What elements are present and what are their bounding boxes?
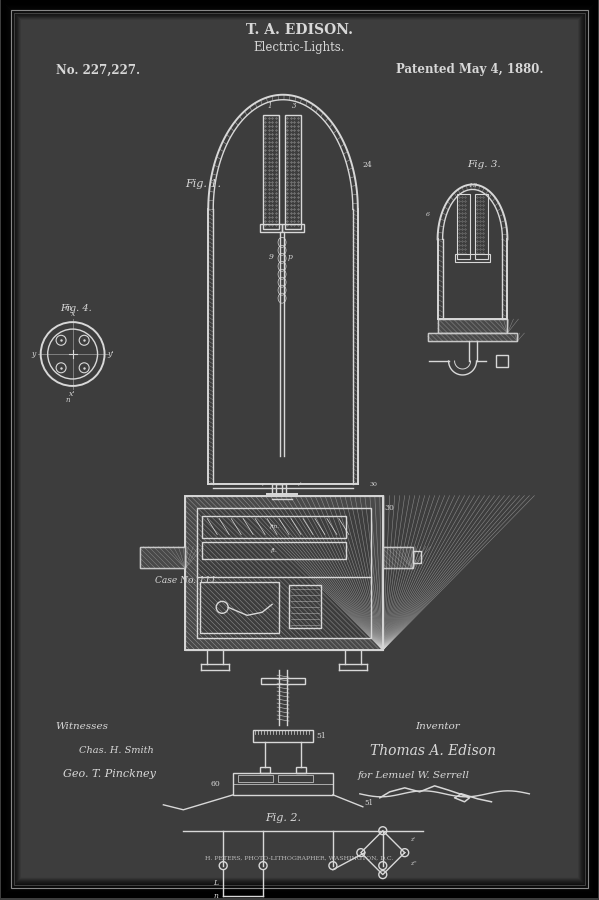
Text: 3: 3	[473, 184, 477, 188]
Text: 30: 30	[370, 482, 378, 487]
Text: Fig. 2.: Fig. 2.	[265, 813, 301, 823]
Bar	[197, 508, 371, 638]
Text: 60: 60	[210, 780, 220, 788]
Text: n: n	[213, 892, 218, 899]
Text: No. 227,227.: No. 227,227.	[56, 63, 140, 76]
Bar	[428, 333, 518, 341]
Bar	[238, 775, 273, 782]
Bar	[185, 496, 383, 650]
Bar	[413, 552, 420, 563]
Bar	[200, 582, 279, 634]
Bar	[457, 194, 470, 259]
Text: 51: 51	[365, 799, 374, 806]
Text: y': y'	[108, 350, 114, 358]
Bar	[282, 224, 304, 232]
Text: fm.: fm.	[269, 524, 279, 529]
Bar	[438, 320, 507, 333]
Bar	[497, 355, 509, 367]
Text: z': z'	[410, 837, 415, 842]
Text: Chas. H. Smith: Chas. H. Smith	[78, 746, 153, 755]
Text: ft.: ft.	[271, 548, 277, 553]
Text: 30: 30	[385, 504, 395, 511]
Text: x': x'	[69, 390, 76, 398]
Text: Geo. T. Pinckney: Geo. T. Pinckney	[63, 769, 156, 778]
Text: n: n	[65, 396, 70, 404]
Text: m: m	[64, 304, 71, 312]
Bar	[276, 483, 286, 493]
Bar	[296, 767, 306, 773]
Bar	[383, 546, 413, 569]
Text: Case No. 111.: Case No. 111.	[155, 576, 219, 585]
Text: L: L	[213, 878, 218, 886]
Bar	[253, 730, 313, 742]
Bar	[260, 767, 270, 773]
Text: Patented May 4, 1880.: Patented May 4, 1880.	[396, 63, 543, 76]
Text: for Lemuel W. Serrell: for Lemuel W. Serrell	[358, 771, 470, 780]
Text: y: y	[32, 350, 36, 358]
Text: 6: 6	[426, 212, 429, 217]
Bar	[260, 224, 282, 232]
Text: r': r'	[298, 482, 302, 487]
Text: 24: 24	[363, 160, 373, 168]
Bar	[475, 194, 488, 259]
Text: Witnesses: Witnesses	[56, 722, 108, 731]
Text: z'': z''	[410, 860, 416, 866]
Bar	[285, 114, 301, 230]
Bar	[263, 114, 279, 230]
Bar	[202, 542, 346, 560]
Text: x: x	[71, 310, 75, 318]
Bar	[202, 516, 346, 537]
Text: 3: 3	[292, 102, 297, 110]
Bar	[289, 585, 321, 628]
Text: 9: 9	[269, 253, 274, 261]
Bar	[233, 773, 333, 795]
Bar	[261, 678, 305, 684]
Bar	[278, 775, 313, 782]
Text: r: r	[261, 482, 264, 487]
Text: Fig. 3.: Fig. 3.	[468, 160, 501, 169]
Bar	[428, 333, 518, 341]
Bar	[272, 483, 282, 493]
Bar	[185, 496, 383, 650]
Text: p: p	[288, 253, 293, 261]
Bar	[438, 320, 507, 333]
Text: Fig. 1.: Fig. 1.	[185, 179, 221, 190]
Bar	[455, 255, 490, 262]
Bar	[140, 546, 185, 569]
Bar	[383, 546, 413, 569]
Text: H. PETERS, PHOTO-LITHOGRAPHER, WASHINGTON, D.C.: H. PETERS, PHOTO-LITHOGRAPHER, WASHINGTO…	[205, 855, 394, 860]
Text: T. A. EDISON.: T. A. EDISON.	[246, 22, 353, 37]
Text: 1: 1	[268, 102, 273, 110]
Text: 51: 51	[316, 732, 326, 740]
Bar	[140, 546, 185, 569]
Text: Thomas A. Edison: Thomas A. Edison	[370, 744, 496, 758]
Text: Inventor: Inventor	[415, 722, 459, 731]
Text: Fig. 4.: Fig. 4.	[60, 303, 92, 312]
Text: Electric-Lights.: Electric-Lights.	[254, 41, 345, 54]
Text: 1: 1	[468, 184, 473, 188]
